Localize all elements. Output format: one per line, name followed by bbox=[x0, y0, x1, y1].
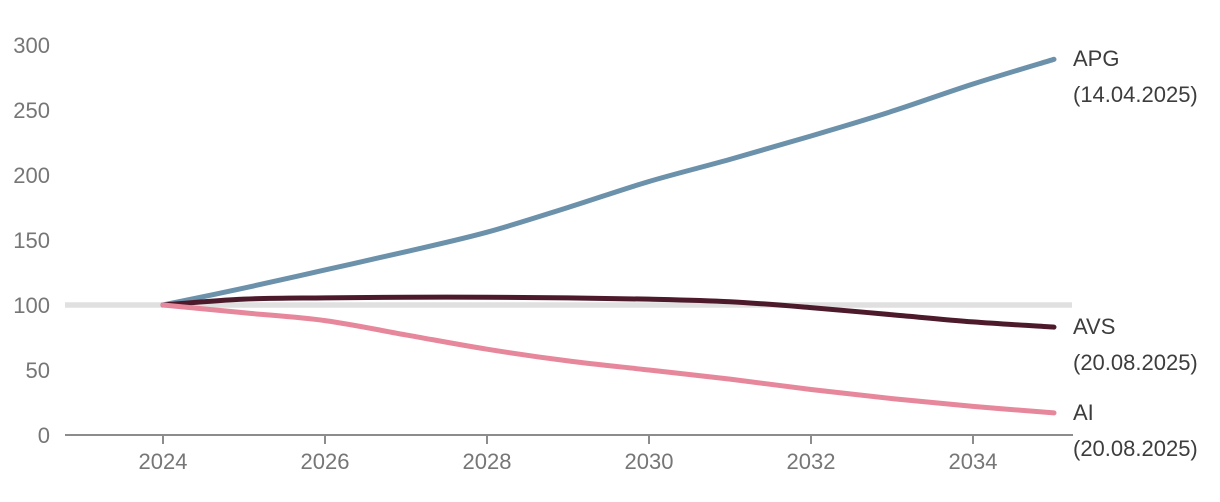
y-axis-tick-label: 200 bbox=[13, 163, 50, 188]
series-label-ai-date: (20.08.2025) bbox=[1073, 435, 1198, 461]
series-line-apg bbox=[160, 56, 1057, 308]
y-axis-tick-label: 300 bbox=[13, 33, 50, 58]
x-axis-tick-label: 2026 bbox=[301, 449, 350, 474]
x-axis-tick-label: 2034 bbox=[949, 449, 998, 474]
x-axis-tick-label: 2030 bbox=[625, 449, 674, 474]
series-line-ai bbox=[160, 302, 1057, 416]
y-axis-tick-label: 100 bbox=[13, 293, 50, 318]
x-axis-tick-label: 2028 bbox=[463, 449, 512, 474]
series-line-avs bbox=[160, 294, 1057, 330]
x-axis-tick-label: 2032 bbox=[787, 449, 836, 474]
series-label-apg-name: APG bbox=[1073, 46, 1120, 72]
series-label-avs: AVS (20.08.2025) bbox=[1073, 309, 1198, 381]
series-label-apg: APG (14.04.2025) bbox=[1073, 41, 1198, 113]
series-label-avs-date: (20.08.2025) bbox=[1073, 350, 1198, 376]
y-axis-tick-label: 50 bbox=[26, 358, 50, 383]
x-axis-tick-label: 2024 bbox=[139, 449, 188, 474]
y-axis-tick-label: 0 bbox=[38, 423, 50, 448]
series-label-ai: AI (20.08.2025) bbox=[1073, 395, 1198, 467]
series-label-avs-name: AVS bbox=[1073, 314, 1116, 340]
series-label-ai-name: AI bbox=[1073, 399, 1094, 425]
y-axis-tick-label: 150 bbox=[13, 228, 50, 253]
y-axis-tick-label: 250 bbox=[13, 98, 50, 123]
series-label-apg-date: (14.04.2025) bbox=[1073, 82, 1198, 108]
